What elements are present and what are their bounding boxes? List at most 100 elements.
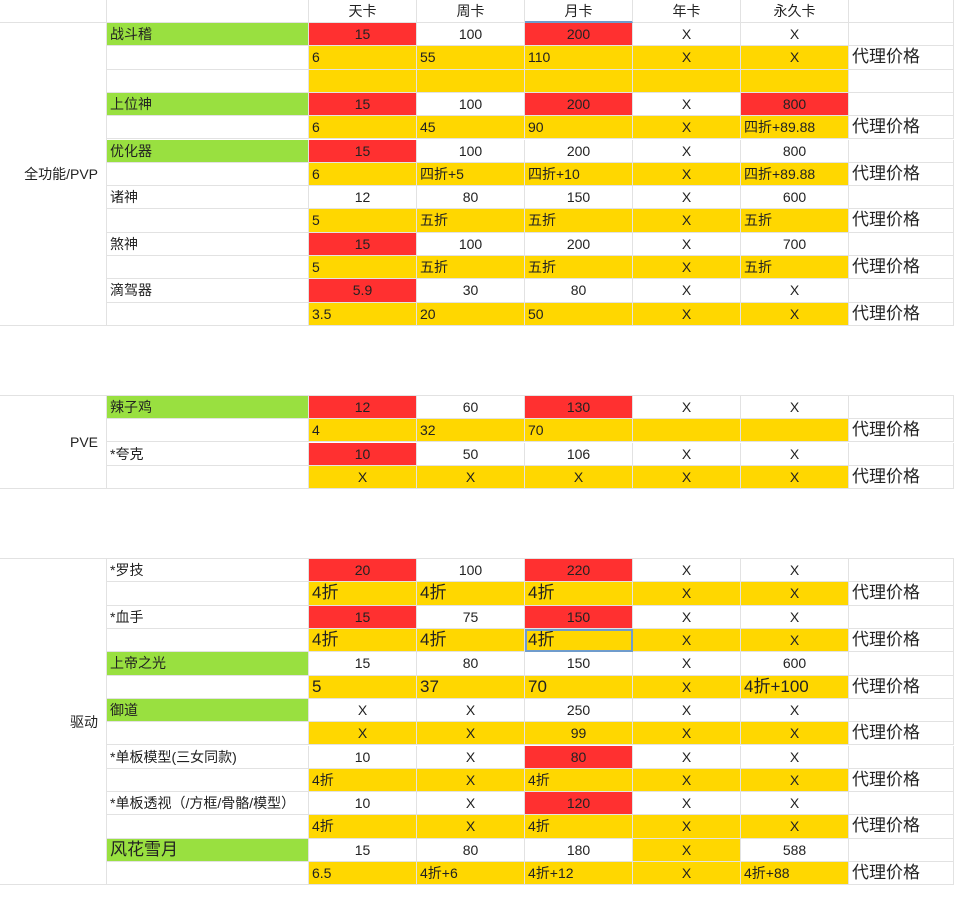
retail-price-天卡[interactable]: 15 (309, 605, 417, 629)
retail-price-周卡[interactable]: 100 (417, 232, 525, 256)
agent-price-月卡[interactable]: 4折 (525, 582, 633, 606)
retail-price-月卡[interactable]: 200 (525, 23, 633, 47)
retail-price-永久卡[interactable]: X (741, 559, 849, 583)
retail-price-周卡[interactable]: 80 (417, 838, 525, 862)
agent-price-月卡[interactable]: X (525, 465, 633, 490)
agent-price-周卡[interactable]: 55 (417, 46, 525, 70)
retail-price-年卡[interactable]: X (633, 792, 741, 816)
agent-price-永久卡[interactable]: 四折+89.88 (741, 116, 849, 140)
agent-price-天卡[interactable]: 6 (309, 162, 417, 187)
product-name[interactable]: *单板模型(三女同款) (107, 745, 309, 769)
agent-name-empty[interactable] (107, 116, 309, 140)
agent-price-永久卡[interactable]: X (741, 582, 849, 606)
product-name[interactable]: *夸克 (107, 442, 309, 466)
agent-price-年卡[interactable]: X (633, 675, 741, 699)
retail-price-年卡[interactable]: X (633, 698, 741, 723)
retail-price-周卡[interactable]: 50 (417, 442, 525, 466)
retail-price-周卡[interactable]: 75 (417, 605, 525, 629)
agent-price-年卡[interactable] (633, 419, 741, 443)
agent-price-年卡[interactable]: X (633, 116, 741, 140)
agent-price-永久卡[interactable]: X (741, 768, 849, 793)
agent-price-年卡[interactable]: X (633, 46, 741, 70)
retail-price-月卡[interactable]: 180 (525, 838, 633, 862)
product-name[interactable]: 滴驾器 (107, 279, 309, 303)
agent-price-周卡[interactable]: 45 (417, 116, 525, 140)
header-empty-cell[interactable] (0, 0, 107, 23)
retail-price-永久卡[interactable]: X (741, 442, 849, 466)
empty-label-cell[interactable] (849, 792, 954, 816)
retail-price-天卡[interactable]: 12 (309, 186, 417, 210)
spacer-yellow-cell[interactable] (417, 69, 525, 93)
retail-price-天卡[interactable]: X (309, 698, 417, 723)
retail-price-永久卡[interactable]: X (741, 792, 849, 816)
agent-price-周卡[interactable]: 四折+5 (417, 162, 525, 187)
agent-price-天卡[interactable]: 4折 (309, 815, 417, 839)
header-empty-cell[interactable] (107, 0, 309, 23)
retail-price-年卡[interactable]: X (633, 652, 741, 676)
retail-price-月卡[interactable]: 150 (525, 186, 633, 210)
retail-price-年卡[interactable]: X (633, 605, 741, 629)
agent-price-月卡[interactable]: 110 (525, 46, 633, 70)
agent-price-周卡[interactable]: X (417, 815, 525, 839)
agent-price-天卡[interactable]: 3.5 (309, 302, 417, 326)
retail-price-天卡[interactable]: 10 (309, 792, 417, 816)
agent-name-empty[interactable] (107, 256, 309, 280)
agent-price-永久卡[interactable]: X (741, 302, 849, 326)
agent-price-月卡[interactable]: 99 (525, 722, 633, 746)
agent-price-月卡[interactable]: 4折 (525, 629, 633, 653)
agent-price-月卡[interactable]: 90 (525, 116, 633, 140)
retail-price-天卡[interactable]: 15 (309, 232, 417, 256)
retail-price-永久卡[interactable]: X (741, 395, 849, 420)
retail-price-天卡[interactable]: 15 (309, 652, 417, 676)
retail-price-永久卡[interactable]: X (741, 698, 849, 723)
agent-price-永久卡[interactable]: 四折+89.88 (741, 162, 849, 187)
retail-price-天卡[interactable]: 5.9 (309, 279, 417, 303)
retail-price-周卡[interactable]: X (417, 792, 525, 816)
agent-price-周卡[interactable]: 20 (417, 302, 525, 326)
agent-name-empty[interactable] (107, 722, 309, 746)
agent-name-empty[interactable] (107, 302, 309, 326)
retail-price-永久卡[interactable]: X (741, 745, 849, 769)
retail-price-周卡[interactable]: 100 (417, 139, 525, 163)
agent-price-年卡[interactable]: X (633, 302, 741, 326)
retail-price-月卡[interactable]: 106 (525, 442, 633, 466)
header-0[interactable]: 天卡 (309, 0, 417, 23)
empty-label-cell[interactable] (849, 559, 954, 583)
agent-name-empty[interactable] (107, 162, 309, 187)
retail-price-月卡[interactable]: 80 (525, 745, 633, 769)
agent-price-月卡[interactable]: 4折 (525, 815, 633, 839)
retail-price-年卡[interactable]: X (633, 232, 741, 256)
empty-label-cell[interactable] (849, 186, 954, 210)
retail-price-月卡[interactable]: 150 (525, 652, 633, 676)
agent-price-天卡[interactable]: 5 (309, 675, 417, 699)
spacer-yellow-cell[interactable] (525, 69, 633, 93)
agent-name-empty[interactable] (107, 209, 309, 233)
agent-price-年卡[interactable]: X (633, 815, 741, 839)
retail-price-天卡[interactable]: 20 (309, 559, 417, 583)
product-name[interactable]: 上帝之光 (107, 652, 309, 676)
agent-price-永久卡[interactable]: X (741, 465, 849, 490)
retail-price-永久卡[interactable]: 700 (741, 232, 849, 256)
retail-price-月卡[interactable]: 200 (525, 139, 633, 163)
header-empty-cell[interactable] (849, 0, 954, 23)
agent-name-empty[interactable] (107, 46, 309, 70)
retail-price-年卡[interactable]: X (633, 745, 741, 769)
agent-price-天卡[interactable]: 6.5 (309, 862, 417, 886)
retail-price-天卡[interactable]: 15 (309, 92, 417, 117)
retail-price-周卡[interactable]: 80 (417, 186, 525, 210)
retail-price-月卡[interactable]: 200 (525, 232, 633, 256)
retail-price-年卡[interactable]: X (633, 186, 741, 210)
product-name[interactable]: *单板透视（/方框/骨骼/模型） (107, 792, 309, 816)
agent-price-月卡[interactable]: 4折+12 (525, 862, 633, 886)
agent-price-月卡[interactable]: 70 (525, 419, 633, 443)
agent-price-天卡[interactable]: 4折 (309, 768, 417, 793)
empty-label-cell[interactable] (849, 92, 954, 117)
retail-price-天卡[interactable]: 15 (309, 838, 417, 862)
agent-price-永久卡[interactable]: X (741, 629, 849, 653)
retail-price-年卡[interactable]: X (633, 279, 741, 303)
agent-price-年卡[interactable]: X (633, 582, 741, 606)
agent-price-月卡[interactable]: 五折 (525, 209, 633, 233)
product-name[interactable]: 煞神 (107, 232, 309, 256)
empty-label-cell[interactable] (849, 838, 954, 862)
agent-price-年卡[interactable]: X (633, 629, 741, 653)
